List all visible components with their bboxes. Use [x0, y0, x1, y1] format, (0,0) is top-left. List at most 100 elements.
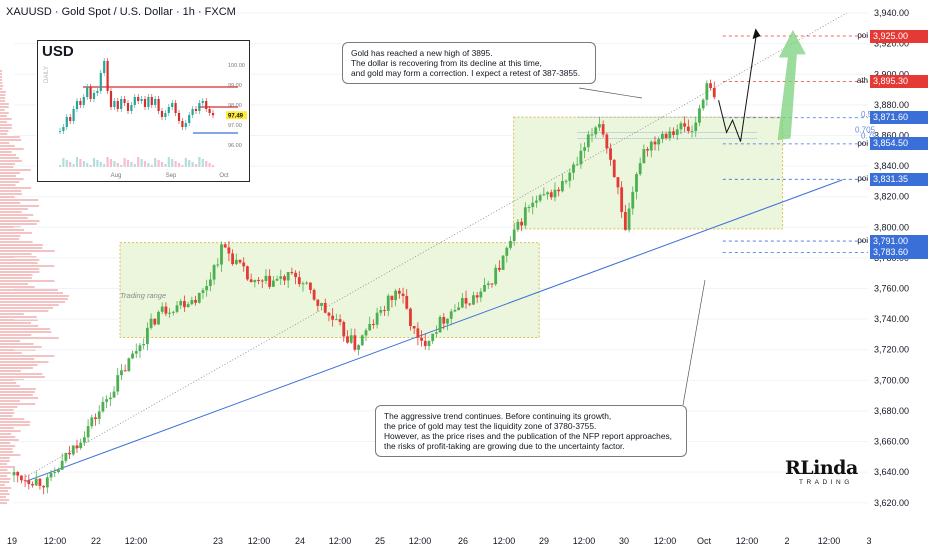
candle-body	[20, 475, 23, 481]
profile-bar	[0, 91, 7, 93]
candle-body	[238, 259, 242, 263]
profile-bar	[0, 148, 24, 150]
profile-bar	[0, 178, 24, 180]
candle-body	[297, 277, 301, 285]
inset-volume-bar	[184, 158, 187, 167]
profile-bar	[0, 382, 17, 384]
inset-volume-bar	[79, 159, 82, 167]
bullish-arrow	[777, 29, 806, 141]
x-tick-label: 29	[539, 536, 549, 546]
profile-bar	[0, 190, 22, 192]
inset-candle-body	[92, 93, 96, 99]
candle-body	[160, 306, 164, 312]
candle-body	[479, 291, 483, 298]
candle-body	[23, 480, 27, 482]
inset-candle-body	[69, 117, 72, 121]
profile-bar	[0, 277, 32, 279]
profile-bar	[0, 451, 14, 453]
candle-body	[594, 127, 598, 135]
candle-body	[709, 83, 712, 89]
candle-body	[686, 126, 690, 132]
inset-volume-bar	[120, 165, 123, 167]
candle-body	[294, 272, 297, 278]
inset-volume-bar	[188, 160, 191, 167]
inset-candle-body	[201, 101, 204, 103]
candle-body	[127, 358, 131, 372]
candle-body	[460, 298, 464, 308]
profile-bar	[0, 385, 20, 387]
candle-body	[372, 324, 375, 326]
profile-bar	[0, 286, 35, 288]
profile-bar	[0, 439, 19, 441]
candle-body	[131, 353, 134, 359]
profile-bar	[0, 169, 31, 171]
profile-bar	[0, 463, 8, 465]
candle-body	[338, 319, 342, 322]
candle-body	[583, 147, 586, 151]
candle-body	[164, 306, 168, 314]
profile-bar	[0, 235, 21, 237]
profile-bar	[0, 409, 14, 411]
candle-body	[42, 485, 46, 488]
candle-body	[279, 276, 283, 279]
candle-body	[712, 88, 716, 98]
profile-bar	[0, 472, 11, 474]
candle-body	[49, 473, 53, 478]
profile-bar	[0, 244, 43, 246]
candle-body	[638, 163, 642, 175]
candle-body	[523, 207, 527, 226]
candle-body	[531, 202, 535, 208]
inset-volume-bar	[140, 159, 143, 167]
candle-body	[364, 330, 368, 336]
inset-y-tick: 97.00	[228, 123, 242, 129]
candle-body	[501, 255, 505, 270]
profile-bar	[0, 304, 59, 306]
profile-bar	[0, 106, 9, 108]
profile-bar	[0, 82, 3, 84]
inset-candle-body	[75, 101, 79, 109]
inset-volume-bar	[150, 165, 153, 167]
profile-bar	[0, 124, 12, 126]
candle-body	[664, 133, 668, 139]
candle-body	[120, 370, 123, 376]
candle-body	[309, 282, 312, 290]
inset-volume-bar	[157, 160, 160, 167]
profile-bar	[0, 205, 39, 207]
candle-body	[271, 280, 275, 287]
candle-body	[468, 303, 472, 305]
candle-body	[108, 397, 112, 400]
x-tick-label: 12:00	[248, 536, 271, 546]
candle-body	[190, 299, 194, 305]
profile-bar	[0, 229, 25, 231]
inset-candle-body	[106, 61, 109, 91]
candle-body	[386, 295, 390, 311]
inset-candle-body	[89, 87, 92, 99]
profile-bar	[0, 142, 10, 144]
candle-body	[609, 148, 612, 160]
candle-body	[675, 129, 679, 135]
profile-bar	[0, 457, 10, 459]
x-tick-label: 12:00	[654, 536, 677, 546]
y-tick-label: 3,700.00	[874, 375, 909, 385]
profile-bar	[0, 319, 38, 321]
candle-body	[316, 299, 320, 306]
candle-body	[168, 312, 172, 314]
candle-body	[27, 480, 31, 485]
profile-bar	[0, 79, 2, 81]
y-tick-label: 3,900.00	[874, 69, 909, 79]
candle-body	[535, 200, 538, 203]
inset-candle-body	[167, 107, 170, 113]
candle-body	[586, 134, 590, 148]
profile-bar	[0, 367, 33, 369]
usd-inset-chart: 100.00 99.00 98.00 97.00 96.00 97.49 Aug Sep Oct…	[37, 40, 250, 182]
y-tick-label: 3,860.00	[874, 130, 909, 140]
y-tick-label: 3,840.00	[874, 161, 909, 171]
profile-bar	[0, 217, 28, 219]
inset-volume-bar	[205, 161, 208, 167]
candle-body	[216, 264, 220, 266]
profile-bar	[0, 271, 40, 273]
inset-volume-bar	[123, 158, 126, 167]
profile-bar	[0, 433, 12, 435]
profile-bar	[0, 427, 14, 429]
